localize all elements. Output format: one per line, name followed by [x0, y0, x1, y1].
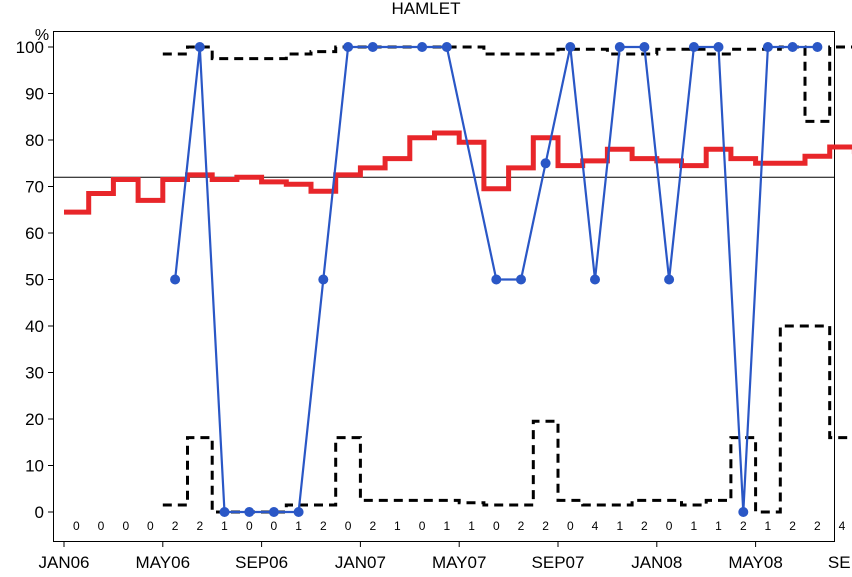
x-tick-label: JAN07 — [335, 553, 386, 572]
count-label: 1 — [295, 519, 302, 533]
y-tick-label: 70 — [25, 178, 44, 197]
series-layer — [53, 42, 852, 517]
count-label: 2 — [172, 519, 179, 533]
data-point — [244, 507, 255, 517]
count-label: 0 — [345, 519, 352, 533]
y-tick-label: 100 — [16, 38, 44, 57]
count-label: 0 — [666, 519, 673, 533]
y-tick-label: 40 — [25, 317, 44, 336]
x-tick-label: MAY08 — [728, 553, 783, 572]
count-label: 0 — [73, 519, 80, 533]
data-point — [318, 274, 329, 285]
data-point — [540, 158, 551, 169]
count-label: 2 — [518, 519, 525, 533]
data-point — [688, 42, 699, 52]
count-label: 2 — [320, 519, 327, 533]
count-label: 1 — [443, 519, 450, 533]
data-point — [293, 507, 304, 517]
data-point — [343, 42, 354, 52]
y-tick-label: 30 — [25, 364, 44, 383]
data-point — [516, 274, 526, 285]
count-label: 2 — [740, 519, 747, 533]
data-point — [268, 507, 279, 517]
y-tick-label: 60 — [25, 224, 44, 243]
count-label: 1 — [765, 519, 772, 533]
count-label: 2 — [641, 519, 648, 533]
count-label: 2 — [369, 519, 376, 533]
data-point — [639, 42, 650, 52]
count-label: 0 — [122, 519, 129, 533]
count-label: 2 — [814, 519, 821, 533]
y-tick-label: 0 — [35, 503, 44, 522]
average-step-line — [64, 130, 852, 215]
x-tick-label: JAN06 — [38, 553, 89, 572]
data-point — [417, 42, 428, 52]
y-axis-label: % — [35, 27, 49, 44]
x-tick-label: MAY07 — [432, 553, 487, 572]
count-label: 4 — [592, 519, 599, 533]
data-point — [762, 42, 773, 52]
count-label: 2 — [196, 519, 203, 533]
y-tick-label: 20 — [25, 410, 44, 429]
count-label: 0 — [98, 519, 105, 533]
x-axis: JAN06 MAY06 SEP06 JAN07 MAY07 SEP07 JAN08 MAY08… — [38, 541, 852, 572]
y-axis: 0 10 20 30 40 50 60 70 80 90 100 — [16, 38, 53, 522]
count-label: 1 — [715, 519, 722, 533]
count-label: 0 — [493, 519, 500, 533]
chart-title: HAMLET — [392, 0, 461, 18]
count-labels: 000022100120210110220412011212240200 — [73, 519, 846, 533]
data-point — [590, 274, 600, 285]
x-tick-label: SEP06 — [235, 553, 288, 572]
data-point — [664, 274, 675, 285]
x-tick-label: SEP07 — [532, 553, 585, 572]
data-point — [367, 42, 378, 52]
count-label: 0 — [271, 519, 278, 533]
x-tick-label: MAY06 — [136, 553, 191, 572]
y-tick-label: 80 — [25, 131, 44, 150]
data-point — [491, 274, 502, 285]
count-label: 0 — [147, 519, 154, 533]
count-label: 0 — [567, 519, 574, 533]
data-point — [194, 42, 205, 52]
x-tick-label: SEP08 — [828, 553, 852, 572]
data-point — [614, 42, 625, 52]
plot-frame — [53, 31, 835, 542]
count-label: 0 — [419, 519, 426, 533]
count-label: 1 — [691, 519, 698, 533]
y-tick-label: 90 — [25, 85, 44, 104]
count-label: 1 — [394, 519, 401, 533]
count-label: 0 — [246, 519, 253, 533]
y-tick-label: 10 — [25, 457, 44, 476]
dashed-bound-line — [162, 324, 852, 514]
data-point — [738, 507, 749, 517]
count-label: 4 — [839, 519, 846, 533]
count-label: 2 — [542, 519, 549, 533]
y-tick-label: 50 — [25, 271, 44, 290]
count-label: 2 — [789, 519, 796, 533]
data-point — [170, 274, 181, 285]
count-label: 1 — [616, 519, 623, 533]
data-point — [565, 42, 576, 52]
count-label: 1 — [221, 519, 228, 533]
data-point — [441, 42, 452, 52]
data-point — [812, 42, 823, 52]
data-point — [713, 42, 724, 52]
data-point — [787, 42, 798, 52]
x-tick-label: JAN08 — [631, 553, 682, 572]
dashed-bound-line — [162, 45, 852, 123]
count-label: 1 — [468, 519, 475, 533]
data-point — [219, 507, 230, 517]
